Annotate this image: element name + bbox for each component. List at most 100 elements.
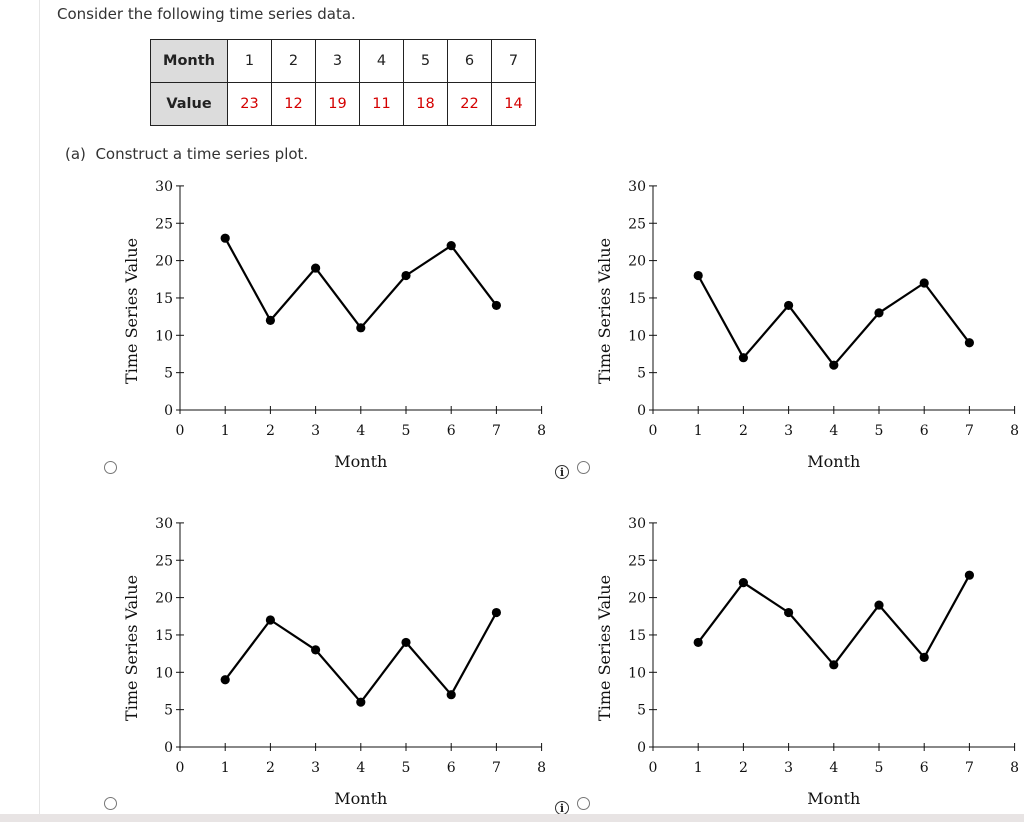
x-tick-label: 3	[784, 423, 793, 439]
y-tick-label: 15	[628, 628, 646, 644]
y-tick-label: 5	[637, 703, 646, 719]
x-tick-label: 7	[965, 760, 974, 776]
y-tick-label: 30	[155, 179, 173, 195]
x-tick-label: 7	[492, 423, 501, 439]
info-icon[interactable]: i	[555, 465, 569, 479]
data-point	[401, 637, 411, 648]
data-point	[356, 697, 366, 707]
chart-option-1: 0 5 10 15 20 25 30 0 1 2 3 4 5 6 7 8 Month Time Series Va…	[110, 170, 560, 475]
x-tick-label: 5	[402, 423, 411, 439]
time-series-plot-3: 0 5 10 15 20 25 30 0 1 2 3 4 5 6 7 8 Month Time Series Va…	[122, 516, 546, 808]
x-tick-label: 3	[311, 760, 320, 776]
x-tick-label: 6	[920, 760, 929, 776]
chart-option-4: 0 5 10 15 20 25 30 0 1 2 3 4 5 6 7 8 Month Time Series Va…	[583, 507, 1024, 812]
x-tick-label: 2	[266, 760, 275, 776]
x-axis-label: Month	[334, 789, 387, 808]
data-point	[964, 338, 974, 348]
bottom-scroll-bar	[0, 814, 1024, 822]
y-axis-label: Time Series Value	[595, 238, 614, 384]
data-point	[738, 578, 748, 588]
x-tick-label: 2	[739, 760, 748, 776]
month-cell: 1	[227, 39, 272, 83]
value-header: Value	[150, 82, 228, 126]
data-point	[693, 637, 703, 648]
y-tick-label: 10	[155, 665, 173, 681]
data-point	[446, 241, 456, 251]
x-tick-label: 6	[447, 760, 456, 776]
time-series-plot-2: 0 5 10 15 20 25 30 0 1 2 3 4 5 6 7 8 Month Time Series Va…	[595, 179, 1019, 471]
data-point	[401, 270, 411, 281]
x-tick-label: 0	[649, 423, 658, 439]
time-series-plot-1: 0 5 10 15 20 25 30 0 1 2 3 4 5 6 7 8 Month Time Series Va…	[122, 179, 546, 471]
month-row: Month 1 2 3 4 5 6 7	[150, 39, 536, 83]
x-tick-label: 1	[221, 760, 230, 776]
question-intro: Consider the following time series data.	[57, 5, 356, 23]
y-tick-label: 10	[628, 328, 646, 344]
part-a-label: (a)	[65, 145, 86, 163]
radio-option-3[interactable]	[104, 797, 117, 810]
x-tick-label: 2	[739, 423, 748, 439]
y-tick-label: 0	[637, 403, 646, 419]
y-axis-label: Time Series Value	[122, 575, 141, 721]
y-tick-label: 30	[628, 516, 646, 532]
month-header: Month	[150, 39, 228, 83]
month-cell: 3	[315, 39, 360, 83]
y-axis-label: Time Series Value	[122, 238, 141, 384]
y-tick-label: 30	[155, 516, 173, 532]
data-point	[919, 278, 929, 288]
y-tick-label: 25	[628, 216, 646, 232]
x-tick-label: 4	[356, 760, 365, 776]
value-cell: 12	[271, 82, 316, 126]
data-point	[919, 652, 929, 662]
y-tick-label: 5	[164, 366, 173, 382]
series-line	[224, 611, 498, 704]
data-point	[491, 607, 501, 618]
x-tick-label: 5	[875, 423, 884, 439]
value-cell: 22	[447, 82, 492, 126]
x-tick-label: 0	[176, 760, 185, 776]
radio-option-4[interactable]	[577, 797, 590, 810]
data-point	[874, 308, 884, 318]
x-tick-label: 5	[402, 760, 411, 776]
x-tick-label: 1	[694, 760, 703, 776]
data-point	[784, 300, 794, 311]
data-point	[964, 570, 974, 580]
y-axis-label: Time Series Value	[595, 575, 614, 721]
y-tick-label: 5	[164, 703, 173, 719]
series-line	[697, 574, 971, 666]
value-cell: 18	[403, 82, 448, 126]
data-point	[784, 607, 794, 618]
data-point	[356, 323, 366, 333]
radio-option-2[interactable]	[577, 461, 590, 474]
x-tick-label: 1	[221, 423, 230, 439]
data-point	[311, 263, 321, 273]
chart-option-2: 0 5 10 15 20 25 30 0 1 2 3 4 5 6 7 8 Month Time Series Va…	[583, 170, 1024, 475]
data-point	[446, 690, 456, 700]
y-tick-label: 25	[155, 216, 173, 232]
x-tick-label: 1	[694, 423, 703, 439]
x-axis-label: Month	[807, 452, 860, 471]
x-tick-label: 4	[829, 760, 838, 776]
x-axis-label: Month	[807, 789, 860, 808]
month-cell: 5	[403, 39, 448, 83]
x-tick-label: 4	[829, 423, 838, 439]
value-row: Value 23 12 19 11 18 22 14	[150, 82, 536, 126]
x-tick-label: 8	[1010, 423, 1019, 439]
x-tick-label: 7	[492, 760, 501, 776]
series-line	[224, 237, 498, 329]
radio-option-1[interactable]	[104, 461, 117, 474]
data-point	[693, 270, 703, 281]
data-point	[265, 615, 275, 625]
y-tick-label: 20	[628, 591, 646, 607]
info-icon[interactable]: i	[555, 801, 569, 815]
x-tick-label: 8	[537, 760, 546, 776]
series-line	[697, 274, 971, 367]
y-tick-label: 10	[155, 328, 173, 344]
y-tick-label: 5	[637, 366, 646, 382]
x-tick-label: 4	[356, 423, 365, 439]
x-tick-label: 8	[537, 423, 546, 439]
y-tick-label: 20	[155, 591, 173, 607]
month-cell: 2	[271, 39, 316, 83]
month-cell: 4	[359, 39, 404, 83]
x-tick-label: 2	[266, 423, 275, 439]
